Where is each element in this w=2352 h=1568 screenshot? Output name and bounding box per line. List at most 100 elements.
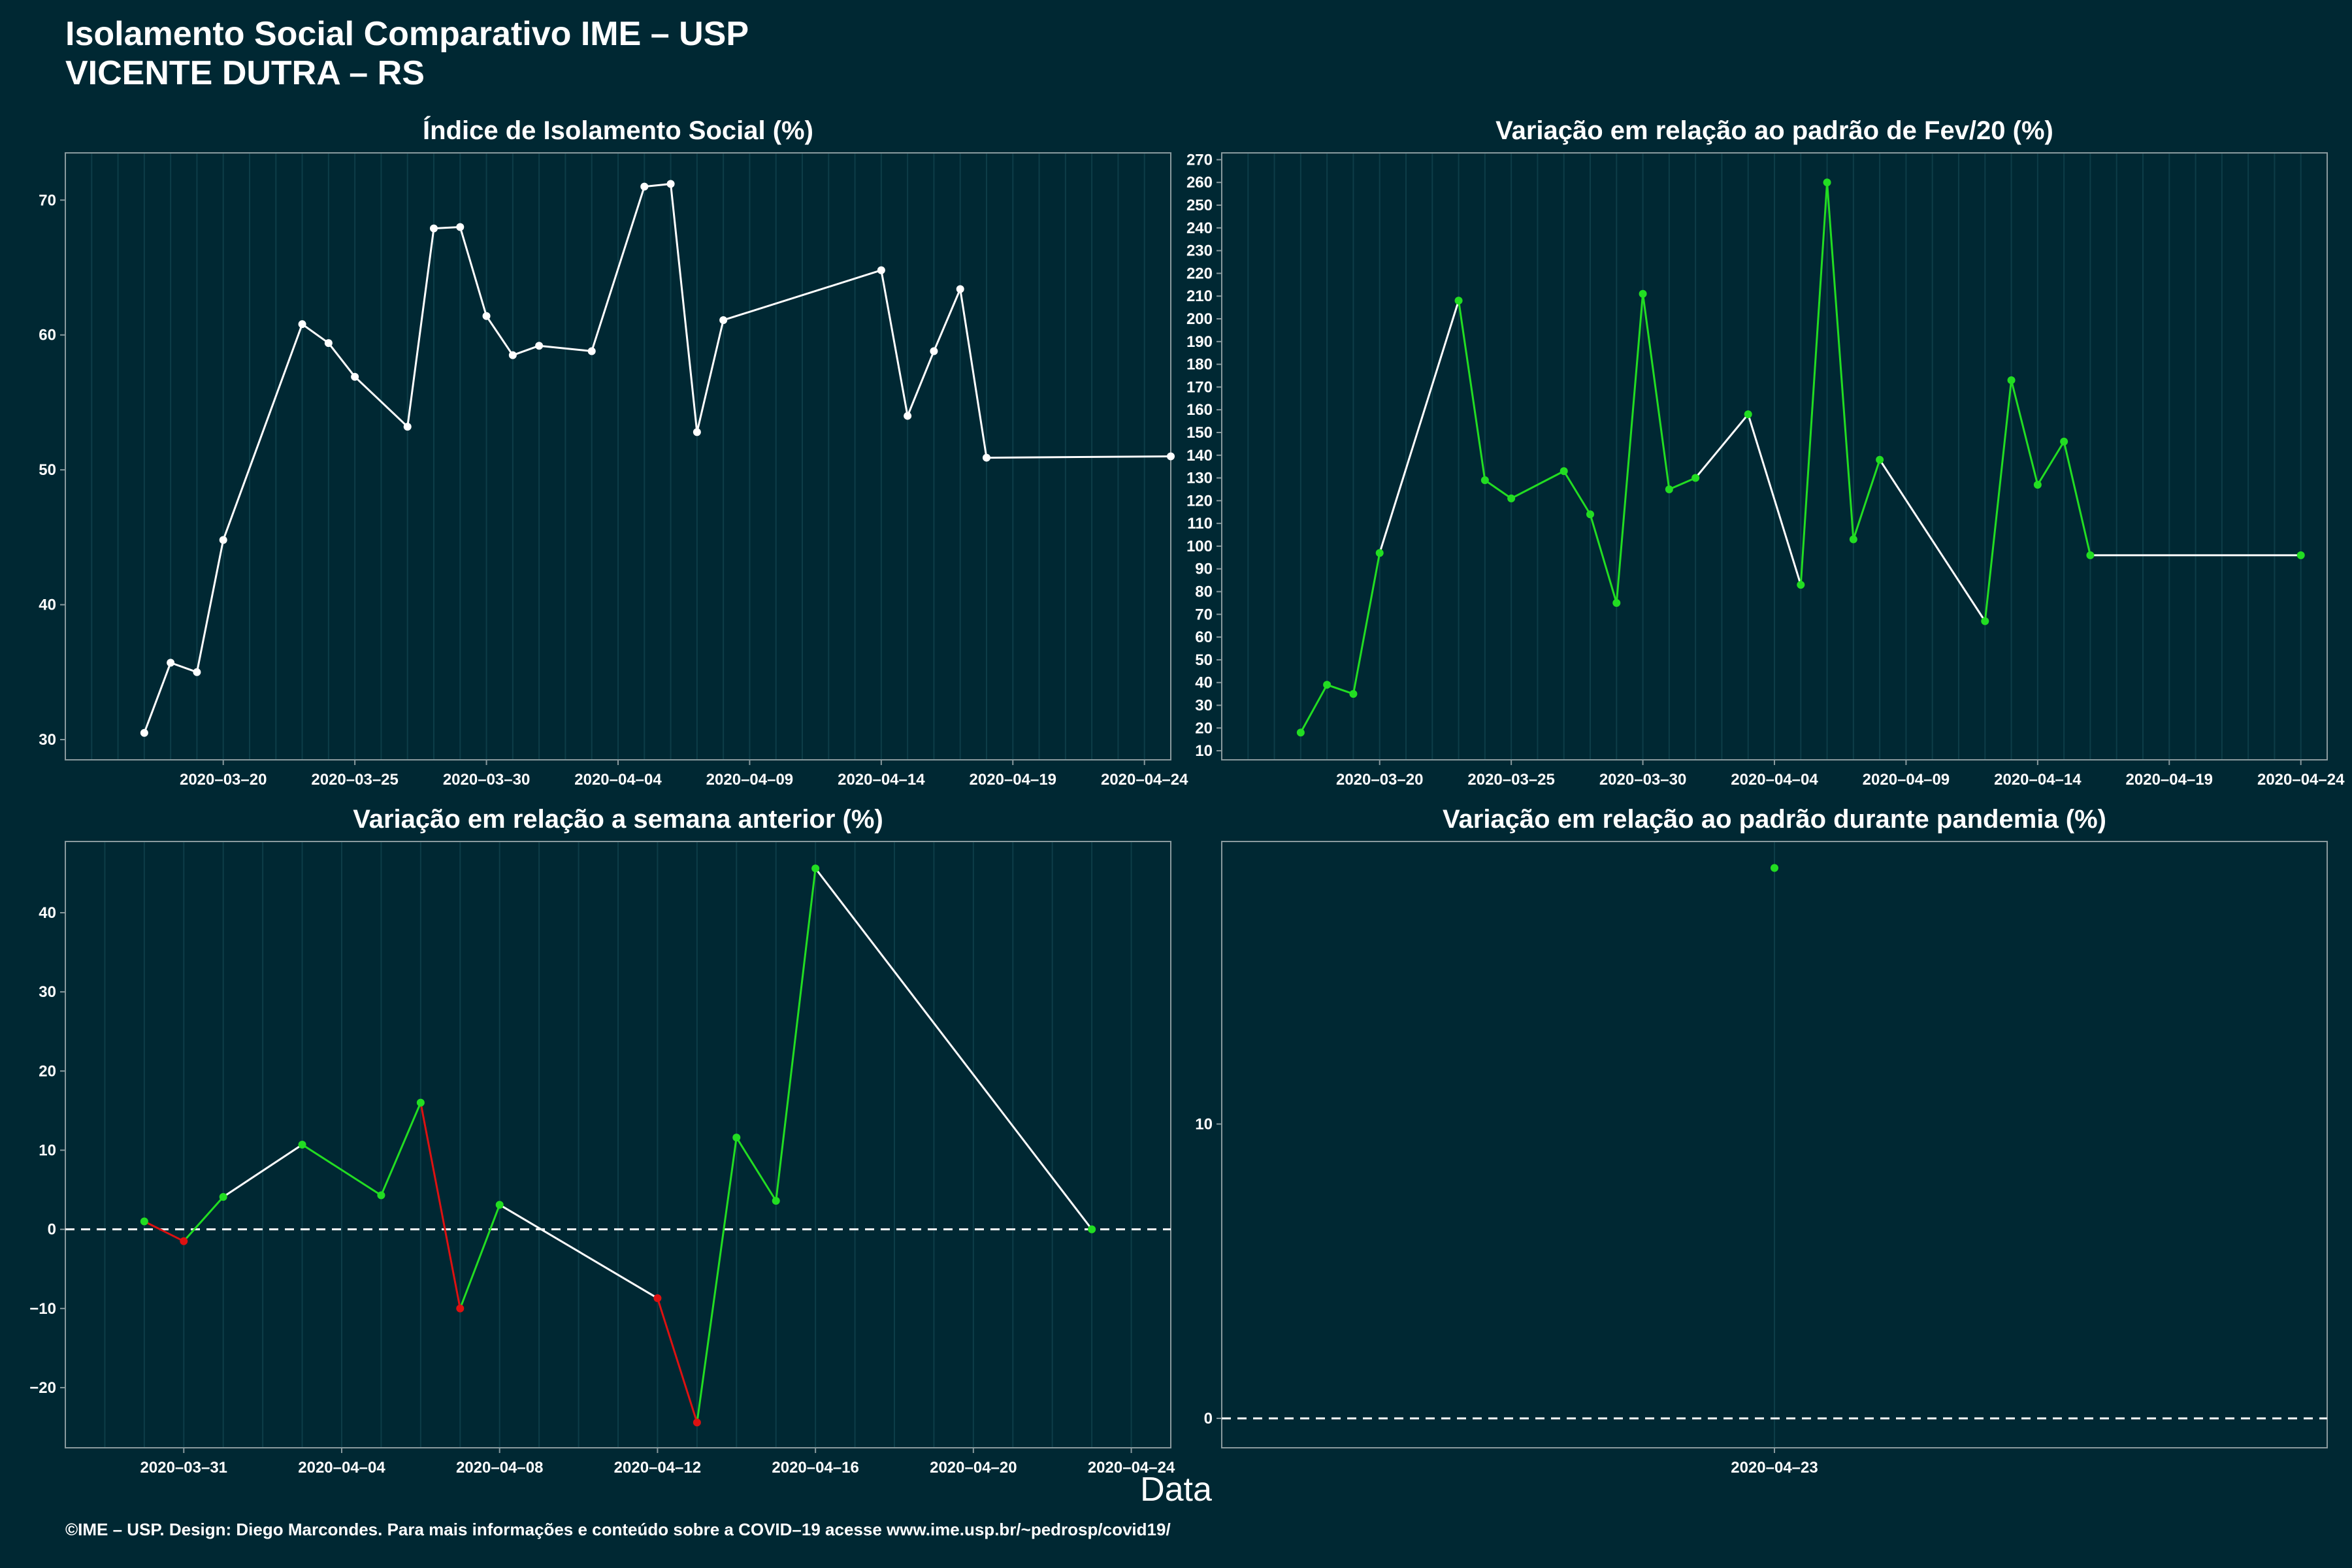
y-tick-label: 10	[1195, 1115, 1213, 1133]
x-tick-label: 2020–04–19	[2126, 771, 2213, 789]
x-tick-label: 2020–04–20	[930, 1459, 1017, 1477]
y-tick-label: 40	[1195, 674, 1213, 692]
x-tick-label: 2020–04–04	[574, 771, 662, 789]
series-segment	[1642, 293, 1671, 490]
data-point	[219, 1192, 227, 1201]
series-segment	[1826, 182, 1855, 540]
series-segment	[1326, 683, 1354, 695]
data-point	[1296, 728, 1305, 737]
series-segment	[301, 323, 329, 344]
series-segment	[656, 1298, 698, 1423]
y-tick-label: 0	[1204, 1410, 1213, 1428]
series-segment	[459, 227, 488, 317]
y-tick-label: 200	[1186, 310, 1213, 328]
y-tick-label: 230	[1186, 242, 1213, 260]
data-point	[351, 372, 359, 381]
y-tick-label: 40	[39, 596, 56, 614]
x-tick-label: 2020–04–24	[2257, 771, 2345, 789]
x-tick-label: 2020–03–20	[1336, 771, 1423, 789]
data-point	[1088, 1225, 1096, 1233]
series-segment	[933, 288, 962, 352]
series-segment	[195, 540, 225, 673]
series-segment	[498, 1203, 659, 1299]
series-segment	[183, 1196, 224, 1242]
y-tick-label: 20	[39, 1062, 56, 1080]
data-point	[140, 1217, 148, 1226]
series-segment	[644, 182, 671, 188]
y-tick-label: 80	[1195, 583, 1213, 601]
data-point	[535, 342, 544, 350]
series-segment	[1747, 414, 1802, 585]
x-tick-label: 2020–04–24	[1101, 771, 1188, 789]
series-segment	[880, 270, 909, 416]
data-point	[219, 536, 227, 544]
data-point	[1349, 690, 1358, 698]
series-segment	[1669, 477, 1696, 491]
data-point	[1665, 485, 1673, 493]
y-tick-label: 220	[1186, 265, 1213, 282]
y-tick-label: 240	[1186, 220, 1213, 237]
y-tick-label: 70	[1195, 606, 1213, 623]
panel-title-variation-pandemic: Variação em relação ao padrão durante pa…	[1443, 805, 2106, 834]
y-tick-label: 30	[1195, 696, 1213, 714]
y-tick-label: 160	[1186, 401, 1213, 419]
y-tick-label: 110	[1187, 515, 1213, 532]
data-point	[956, 285, 964, 293]
series-segment	[1563, 470, 1592, 515]
page-subtitle: VICENTE DUTRA – RS	[65, 54, 425, 92]
series-segment	[380, 1102, 422, 1196]
y-tick-label: 270	[1186, 151, 1213, 169]
data-point	[693, 428, 701, 436]
data-point	[2033, 480, 2042, 489]
series-segment	[1511, 470, 1565, 500]
x-tick-label: 2020–04–14	[1994, 771, 2082, 789]
series-segment	[1694, 414, 1749, 479]
x-tick-label: 2020–03–31	[140, 1459, 227, 1477]
y-tick-label: 140	[1186, 447, 1213, 465]
y-tick-label: 50	[1195, 651, 1213, 669]
data-point	[904, 412, 912, 420]
y-tick-label: 90	[1195, 561, 1213, 578]
y-tick-label: 60	[1195, 629, 1213, 646]
series-segment	[222, 323, 303, 541]
y-tick-label: 190	[1186, 333, 1213, 351]
footer-credits: ©IME – USP. Design: Diego Marcondes. Par…	[65, 1520, 1171, 1539]
data-point	[377, 1191, 385, 1200]
x-tick-label: 2020–03–25	[311, 771, 398, 789]
series-segment	[170, 661, 197, 674]
x-tick-label: 2020–04–12	[614, 1459, 701, 1477]
data-point	[719, 316, 728, 324]
data-point	[1480, 476, 1489, 485]
data-point	[1691, 474, 1700, 482]
x-tick-label: 2020–04–16	[772, 1459, 858, 1477]
x-tick-label: 2020–03–20	[180, 771, 267, 789]
series-segment	[512, 344, 540, 357]
y-tick-label: 10	[1195, 742, 1213, 760]
data-point	[983, 453, 990, 462]
series-segment	[2063, 441, 2091, 556]
y-tick-label: 150	[1186, 424, 1213, 442]
y-tick-label: 50	[39, 461, 56, 479]
data-point	[1586, 510, 1594, 519]
series-segment	[485, 315, 514, 356]
data-point	[1823, 178, 1831, 187]
data-point	[1797, 581, 1805, 589]
y-tick-label: 70	[39, 191, 56, 209]
x-tick-label: 2020–04–09	[1863, 771, 1950, 789]
data-point	[298, 1141, 306, 1149]
data-point	[2296, 551, 2305, 559]
series-segment	[459, 1204, 501, 1309]
data-point	[140, 728, 148, 737]
x-tick-label: 2020–04–14	[838, 771, 925, 789]
series-segment	[696, 1137, 738, 1423]
series-segment	[1458, 300, 1486, 481]
series-segment	[301, 1143, 382, 1196]
data-point	[1639, 289, 1647, 298]
data-point	[666, 180, 675, 188]
series-segment	[959, 289, 988, 458]
x-tick-label: 2020–03–30	[443, 771, 530, 789]
data-point	[772, 1197, 780, 1205]
series-segment	[1984, 380, 2013, 621]
y-tick-label: 100	[1186, 538, 1213, 555]
